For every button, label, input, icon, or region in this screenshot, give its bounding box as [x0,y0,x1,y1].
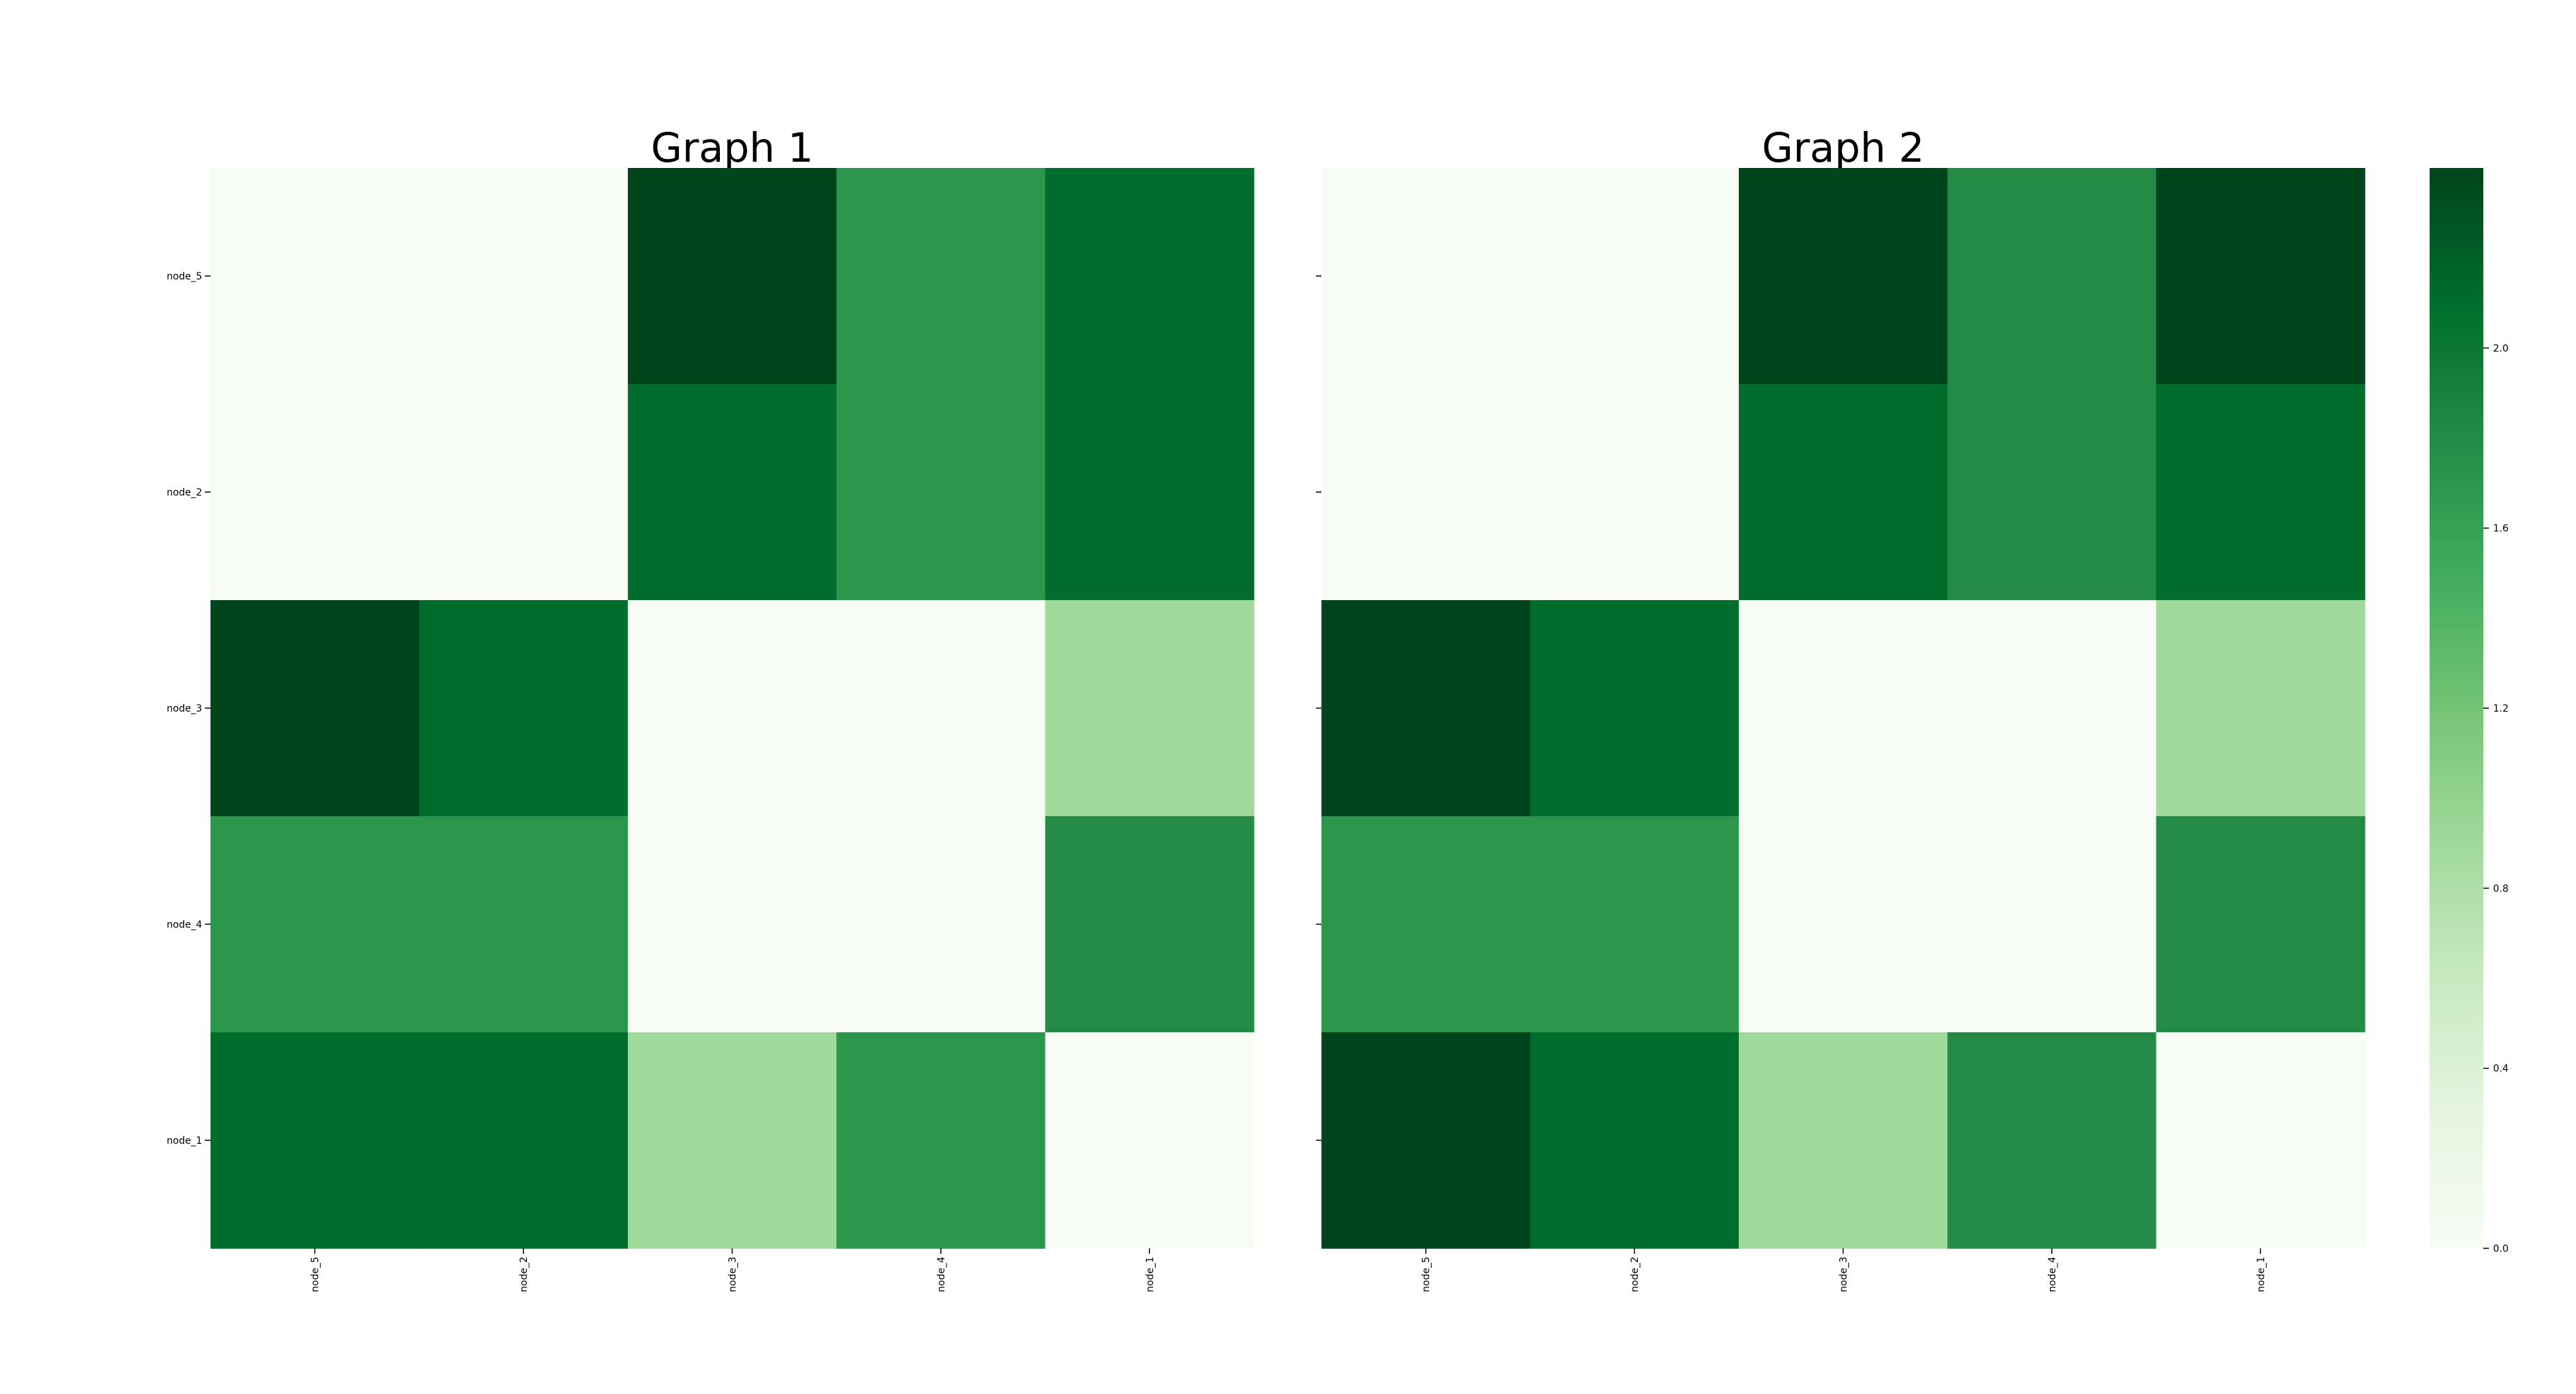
heatmap-cell [1321,168,1531,385]
heatmap-cell [1738,600,1948,817]
colorbar-tick-label: 0.0 [2493,1243,2508,1255]
heatmap-cell [627,1032,837,1249]
x-tick-label: node_2 [1630,1257,1641,1292]
heatmap-cell [210,1032,420,1249]
heatmap-cell [627,168,837,385]
y-tick-label: node_3 [167,703,202,714]
x-tick-label: node_5 [1421,1257,1432,1292]
heatmap-cell [1321,816,1531,1033]
heatmap-cell [419,168,629,385]
heatmap-cell [1738,168,1948,385]
heatmap-cell [1738,1032,1948,1249]
heatmap-cell [2156,816,2366,1033]
heatmap-cell [1530,384,1740,601]
heatmap-cell [419,384,629,601]
x-tick-label: node_2 [519,1257,530,1292]
heatmap-cell [1530,600,1740,817]
x-tick-label: node_4 [2047,1257,2058,1292]
chart-title: Graph 1 [651,124,813,171]
heatmap-cell [836,600,1046,817]
heatmap-cell [419,600,629,817]
colorbar-tick-label: 0.8 [2493,883,2508,894]
x-tick-label: node_4 [936,1257,947,1292]
heatmap-cell [1738,816,1948,1033]
heatmap-cell [1530,1032,1740,1249]
heatmap-cell [1321,1032,1531,1249]
heatmap-cell [2156,384,2366,601]
heatmap-cell [836,816,1046,1033]
chart-title: Graph 2 [1762,124,1924,171]
heatmap-cell [1530,816,1740,1033]
x-tick-label: node_3 [1839,1257,1850,1292]
heatmap-cell [1045,1032,1255,1249]
heatmap-cell [627,384,837,601]
y-tick-label: node_1 [167,1135,202,1147]
heatmap-cell [1045,600,1255,817]
y-tick-label: node_4 [167,919,202,930]
heatmap-cell [627,600,837,817]
heatmap-cell [210,816,420,1033]
heatmap-cell [210,600,420,817]
x-tick-label: node_1 [2255,1257,2267,1292]
heatmap-cell [1321,600,1531,817]
heatmap-cell [1947,384,2157,601]
heatmap-cell [1947,1032,2157,1249]
heatmap-cell [1045,384,1255,601]
heatmap-cell [836,384,1046,601]
heatmap-cell [1947,816,2157,1033]
heatmap-cell [2156,1032,2366,1249]
heatmap-cell [210,168,420,385]
heatmap-cell [419,1032,629,1249]
x-tick-label: node_5 [310,1257,321,1292]
heatmap-cell [836,1032,1046,1249]
x-tick-label: node_1 [1144,1257,1156,1292]
colorbar-tick-label: 2.0 [2493,343,2508,354]
heatmap-cell [836,168,1046,385]
heatmap-cell [1738,384,1948,601]
heatmap-cell [210,384,420,601]
colorbar-tick-label: 0.4 [2493,1064,2508,1075]
heatmap-cell [1045,816,1255,1033]
y-tick-label: node_5 [167,271,202,282]
colorbar [2430,168,2483,1248]
heatmap-cell [1947,600,2157,817]
heatmap-cell [1530,168,1740,385]
heatmap-cell [1321,384,1531,601]
y-tick-label: node_2 [167,487,202,498]
colorbar-tick-label: 1.6 [2493,523,2508,535]
heatmap-cell [627,816,837,1033]
x-tick-label: node_3 [728,1257,739,1292]
heatmap-cell [2156,168,2366,385]
heatmap-cell [1947,168,2157,385]
heatmap-cell [2156,600,2366,817]
heatmap-cell [419,816,629,1033]
heatmap-cell [1045,168,1255,385]
colorbar-tick-label: 1.2 [2493,703,2508,714]
